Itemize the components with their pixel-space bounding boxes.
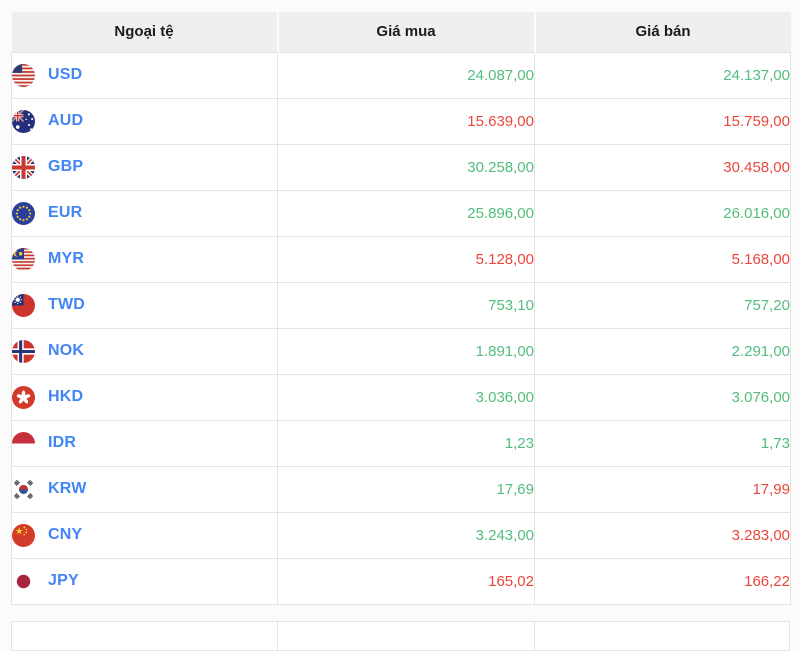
table-row-aud: AUD 15.639,00 15.759,00	[11, 97, 791, 145]
currency-cell: CNY	[11, 511, 278, 559]
table-row-eur: EUR 25.896,00 26.016,00	[11, 189, 791, 237]
south-korea-flag-icon	[12, 477, 35, 501]
sell-rate-twd: 757,20	[534, 281, 791, 329]
currency-cell: AUD	[11, 97, 278, 145]
indonesia-flag-icon	[12, 431, 35, 455]
buy-rate-aud: 15.639,00	[277, 97, 535, 145]
sell-rate-usd: 24.137,00	[534, 51, 791, 99]
norway-flag-icon	[12, 339, 35, 363]
buy-rate-usd: 24.087,00	[277, 51, 535, 99]
sell-rate-gbp: 30.458,00	[534, 143, 791, 191]
hongkong-flag-icon	[12, 385, 35, 409]
exchange-rates-table: Ngoại tệ Giá mua Giá bán USD 24.087,00 2…	[11, 12, 791, 605]
buy-rate-myr: 5.128,00	[277, 235, 535, 283]
buy-rate-hkd: 3.036,00	[277, 373, 535, 421]
uk-flag-icon	[12, 155, 35, 179]
table-row-gbp: GBP 30.258,00 30.458,00	[11, 143, 791, 191]
table-header-row: Ngoại tệ Giá mua Giá bán	[11, 12, 791, 52]
buy-rate-cny: 3.243,00	[277, 511, 535, 559]
currency-link-twd[interactable]: TWD	[48, 296, 86, 313]
currency-link-cny[interactable]: CNY	[48, 526, 83, 543]
australia-flag-icon	[12, 109, 35, 133]
currency-cell: USD	[11, 51, 278, 99]
buy-rate-gbp: 30.258,00	[277, 143, 535, 191]
malaysia-flag-icon	[12, 247, 35, 271]
sell-rate-cny: 3.283,00	[534, 511, 791, 559]
sell-rate-idr: 1,73	[534, 419, 791, 467]
sell-rate-nok: 2.291,00	[534, 327, 791, 375]
buy-rate-idr: 1,23	[277, 419, 535, 467]
buy-rate-twd: 753,10	[277, 281, 535, 329]
table-row-usd: USD 24.087,00 24.137,00	[11, 51, 791, 99]
column-divider	[277, 622, 278, 650]
currency-link-gbp[interactable]: GBP	[48, 158, 84, 175]
rates-table-body: USD 24.087,00 24.137,00 AUD 15.639,00 15…	[11, 51, 791, 605]
buy-rate-nok: 1.891,00	[277, 327, 535, 375]
sell-rate-jpy: 166,22	[534, 557, 791, 605]
table-row-hkd: HKD 3.036,00 3.076,00	[11, 373, 791, 421]
china-flag-icon	[12, 523, 35, 547]
currency-cell: GBP	[11, 143, 278, 191]
currency-link-idr[interactable]: IDR	[48, 434, 77, 451]
currency-link-eur[interactable]: EUR	[48, 204, 83, 221]
currency-cell: TWD	[11, 281, 278, 329]
currency-link-hkd[interactable]: HKD	[48, 388, 84, 405]
currency-cell: IDR	[11, 419, 278, 467]
sell-rate-hkd: 3.076,00	[534, 373, 791, 421]
usa-flag-icon	[12, 63, 35, 87]
buy-rate-eur: 25.896,00	[277, 189, 535, 237]
sell-rate-eur: 26.016,00	[534, 189, 791, 237]
column-header-buy: Giá mua	[276, 12, 535, 52]
currency-link-jpy[interactable]: JPY	[48, 572, 79, 589]
table-row-jpy: JPY 165,02 166,22	[11, 557, 791, 605]
currency-link-krw[interactable]: KRW	[48, 480, 87, 497]
column-header-currency: Ngoại tệ	[11, 12, 278, 52]
buy-rate-jpy: 165,02	[277, 557, 535, 605]
currency-link-usd[interactable]: USD	[48, 66, 83, 83]
currency-cell: JPY	[11, 557, 278, 605]
table-row-nok: NOK 1.891,00 2.291,00	[11, 327, 791, 375]
currency-cell: KRW	[11, 465, 278, 513]
column-header-sell: Giá bán	[533, 12, 791, 52]
exchange-rate-table-container: Ngoại tệ Giá mua Giá bán USD 24.087,00 2…	[11, 12, 791, 651]
table-row-krw: KRW 17,69 17,99	[11, 465, 791, 513]
currency-link-aud[interactable]: AUD	[48, 112, 84, 129]
table-row-cny: CNY 3.243,00 3.283,00	[11, 511, 791, 559]
sell-rate-myr: 5.168,00	[534, 235, 791, 283]
japan-flag-icon	[12, 569, 35, 593]
currency-cell: MYR	[11, 235, 278, 283]
currency-link-nok[interactable]: NOK	[48, 342, 85, 359]
currency-cell: HKD	[11, 373, 278, 421]
table-row-idr: IDR 1,23 1,73	[11, 419, 791, 467]
currency-cell: NOK	[11, 327, 278, 375]
buy-rate-krw: 17,69	[277, 465, 535, 513]
currency-link-myr[interactable]: MYR	[48, 250, 85, 267]
currency-cell: EUR	[11, 189, 278, 237]
table-row-myr: MYR 5.128,00 5.168,00	[11, 235, 791, 283]
sell-rate-aud: 15.759,00	[534, 97, 791, 145]
column-divider	[534, 622, 535, 650]
eu-flag-icon	[12, 201, 35, 225]
sell-rate-krw: 17,99	[534, 465, 791, 513]
taiwan-flag-icon	[12, 293, 35, 317]
table-row-twd: TWD 753,10 757,20	[11, 281, 791, 329]
next-table-partial-row	[11, 621, 790, 651]
